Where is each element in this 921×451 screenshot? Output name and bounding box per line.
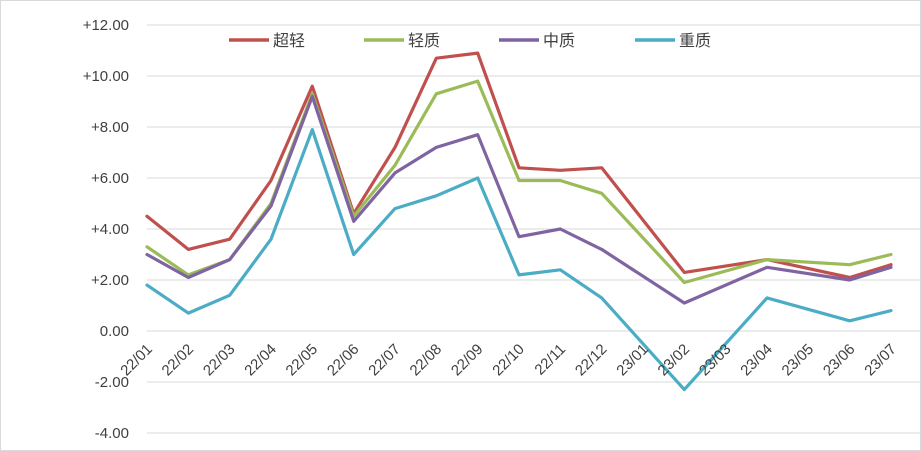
legend: 超轻 轻质 中质 重质 (229, 31, 711, 50)
x-tick-label: 22/08 (407, 341, 446, 380)
x-tick-label: 23/02 (655, 341, 694, 380)
legend-label: 超轻 (273, 31, 305, 50)
x-tick-label: 22/09 (448, 341, 487, 380)
x-tick-label: 22/05 (283, 341, 322, 380)
y-tick-label: 0.00 (100, 323, 129, 340)
series-line (145, 94, 893, 305)
x-tick-label: 23/03 (696, 341, 735, 380)
y-tick-label: -4.00 (95, 425, 129, 442)
series-line (145, 79, 893, 285)
series-line (145, 51, 893, 280)
x-tick-label: 22/10 (489, 341, 528, 380)
x-tick-label: 23/05 (779, 341, 818, 380)
x-tick-label: 22/07 (365, 341, 404, 380)
legend-label: 中质 (543, 31, 575, 50)
gridlines (147, 24, 920, 434)
legend-label: 重质 (679, 31, 711, 50)
legend-label: 轻质 (408, 31, 440, 50)
x-axis-ticks: 22/01 22/02 22/03 22/04 22/05 22/06 22/07 22/08… (117, 341, 900, 380)
x-tick-label: 22/12 (572, 341, 611, 380)
y-axis-ticks: +12.00 +10.00 +8.00 +6.00 +4.00 +2.00 0.00 -2.0… (83, 17, 129, 442)
x-tick-label: 22/06 (324, 341, 363, 380)
x-tick-label: 23/06 (820, 341, 859, 380)
y-tick-label: -2.00 (95, 374, 129, 391)
y-tick-label: +2.00 (91, 272, 129, 289)
x-tick-label: 22/02 (159, 341, 198, 380)
x-tick-label: 22/11 (531, 341, 569, 379)
y-tick-label: +6.00 (91, 170, 129, 187)
x-tick-label: 23/07 (861, 341, 900, 380)
y-tick-label: +10.00 (83, 68, 129, 85)
x-tick-label: 22/04 (241, 341, 280, 380)
series-lines (145, 51, 893, 392)
y-tick-label: +8.00 (91, 119, 129, 136)
y-tick-label: +12.00 (83, 17, 129, 34)
series-line (145, 128, 893, 392)
x-tick-label: 22/03 (200, 341, 239, 380)
x-tick-label: 22/01 (117, 341, 156, 380)
x-tick-label: 23/04 (737, 341, 776, 380)
y-tick-label: +4.00 (91, 221, 129, 238)
